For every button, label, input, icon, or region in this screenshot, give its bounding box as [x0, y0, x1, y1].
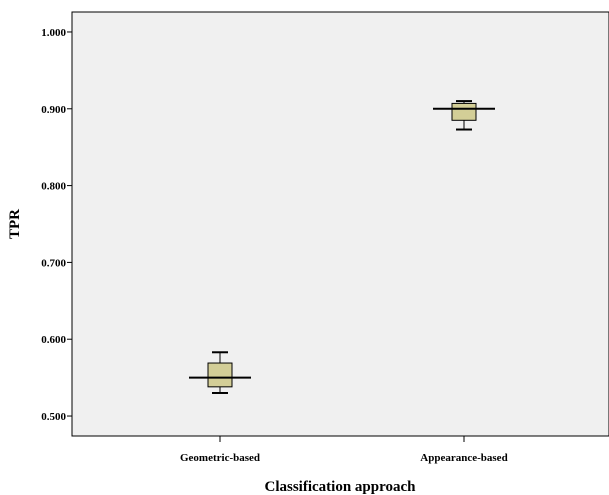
x-tick-label: Appearance-based: [420, 452, 507, 464]
y-tick-label: 0.900: [41, 104, 66, 116]
y-axis: 0.500 0.600 0.700 0.800 0.900 1.000: [41, 27, 72, 423]
x-axis: Geometric-based Appearance-based: [180, 436, 508, 464]
y-axis-title: TPR: [7, 209, 23, 239]
y-tick-label: 0.600: [41, 334, 66, 346]
plot-area: [71, 11, 609, 437]
y-tick-label: 0.700: [41, 257, 66, 269]
box-geometric-based: [189, 351, 251, 394]
iqr-box: [451, 102, 477, 121]
y-tick-label: 0.800: [41, 181, 66, 193]
y-tick-label: 1.000: [41, 27, 66, 39]
x-tick-label: Geometric-based: [180, 452, 260, 464]
y-tick-label: 0.500: [41, 411, 66, 423]
box-series: [189, 100, 495, 394]
box-appearance-based: [433, 100, 495, 131]
x-axis-title: Classification approach: [265, 479, 417, 495]
iqr-box: [207, 362, 233, 388]
